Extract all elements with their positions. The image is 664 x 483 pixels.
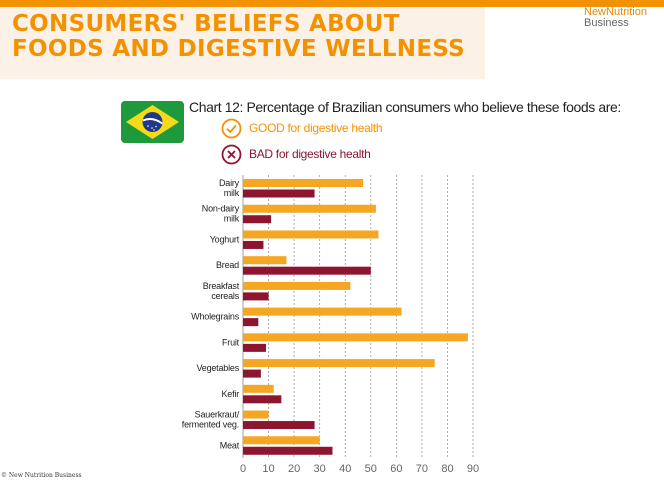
category-label: milk — [224, 214, 240, 224]
chart-title: Chart 12: Percentage of Brazilian consum… — [189, 99, 621, 115]
bar-bad — [243, 421, 315, 430]
bar-bad — [243, 369, 261, 378]
category-label: Vegetables — [196, 363, 239, 373]
x-tick-label: 40 — [339, 463, 351, 475]
bar-bad — [243, 395, 282, 404]
bar-good — [243, 256, 287, 265]
x-tick-label: 70 — [416, 463, 428, 475]
x-circle-icon — [221, 144, 242, 164]
bar-bad — [243, 343, 267, 352]
legend-bad-label: BAD for digestive health — [249, 147, 371, 161]
x-tick-label: 30 — [314, 463, 326, 475]
bar-bad — [243, 215, 272, 224]
bar-good — [243, 384, 274, 393]
legend-good: GOOD for digestive health — [221, 117, 383, 139]
bar-good — [243, 281, 351, 290]
title-band — [0, 7, 485, 79]
page-title: CONSUMERS' BELIEFS ABOUT FOODS AND DIGES… — [12, 11, 466, 62]
bar-good — [243, 333, 468, 342]
brand-logo: NewNutrition Business — [584, 7, 647, 29]
bar-good — [243, 230, 379, 239]
category-label: Meat — [220, 440, 240, 450]
category-label: Bread — [216, 260, 239, 270]
brazil-flag-icon — [121, 101, 184, 143]
x-tick-label: 80 — [441, 463, 453, 475]
x-tick-label: 60 — [390, 463, 402, 475]
bar-bad — [243, 446, 333, 455]
x-tick-label: 0 — [240, 463, 246, 475]
x-tick-label: 10 — [262, 463, 274, 475]
legend-bad: BAD for digestive health — [221, 143, 371, 165]
category-label: Sauerkraut/ — [195, 410, 240, 420]
bar-good — [243, 307, 402, 316]
bar-good — [243, 359, 435, 368]
bar-good — [243, 179, 364, 187]
brand-line-1: NewNutrition — [584, 6, 647, 18]
category-label: Non-dairy — [202, 204, 240, 214]
bar-bad — [243, 266, 371, 275]
bar-bad — [243, 189, 315, 198]
bar-good — [243, 436, 320, 445]
category-label: Yoghurt — [210, 234, 240, 244]
check-circle-icon — [221, 118, 242, 138]
bar-bad — [243, 318, 259, 327]
category-label: Kefir — [221, 389, 239, 399]
bar-bad — [243, 240, 264, 249]
bar-good — [243, 204, 376, 213]
x-tick-label: 20 — [288, 463, 300, 475]
category-label: milk — [224, 188, 240, 198]
category-label: Breakfast — [203, 281, 240, 291]
legend-good-label: GOOD for digestive health — [249, 121, 383, 135]
category-label: Wholegrains — [191, 312, 240, 322]
top-accent-bar — [0, 0, 664, 7]
category-label: cereals — [211, 291, 239, 301]
brand-line-2: Business — [584, 17, 629, 29]
x-tick-label: 50 — [365, 463, 377, 475]
x-tick-label: 90 — [467, 463, 479, 475]
category-label: Fruit — [222, 337, 240, 347]
bar-bad — [243, 292, 269, 301]
bar-good — [243, 410, 269, 419]
category-label: fermented veg. — [182, 420, 239, 430]
category-label: Dairy — [219, 178, 240, 188]
copyright: © New Nutrition Business — [1, 472, 82, 479]
